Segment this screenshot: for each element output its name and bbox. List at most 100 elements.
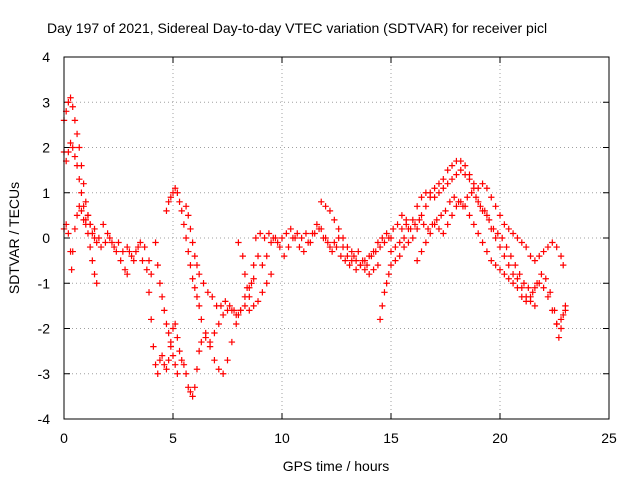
plus-marker xyxy=(405,239,412,246)
plus-marker xyxy=(263,280,270,287)
plus-marker xyxy=(389,225,397,233)
plus-marker xyxy=(383,280,390,287)
plus-marker xyxy=(544,293,552,301)
x-tick-label: 10 xyxy=(274,430,290,446)
plus-marker xyxy=(461,162,469,169)
plus-marker xyxy=(335,225,342,233)
plus-marker xyxy=(492,261,499,269)
plus-marker xyxy=(69,103,76,110)
plus-marker xyxy=(451,194,458,201)
plus-marker xyxy=(185,212,192,219)
plus-marker xyxy=(350,252,358,260)
plus-marker xyxy=(313,221,321,228)
plus-marker xyxy=(73,130,81,138)
y-tick-label: 2 xyxy=(42,140,50,156)
plus-marker xyxy=(67,94,74,101)
plus-marker xyxy=(540,248,547,255)
plus-marker xyxy=(73,162,81,169)
plus-marker xyxy=(435,225,443,233)
plus-marker xyxy=(422,203,430,210)
plus-marker xyxy=(228,338,236,346)
plus-marker xyxy=(553,243,560,251)
plus-marker xyxy=(110,243,118,251)
plus-marker xyxy=(267,271,275,278)
plus-marker xyxy=(309,230,316,237)
plus-marker xyxy=(448,212,456,219)
plus-marker xyxy=(538,271,545,278)
plus-marker xyxy=(435,180,443,187)
plus-marker xyxy=(501,271,508,278)
plus-marker xyxy=(376,316,384,323)
plus-marker xyxy=(241,302,249,310)
plus-marker xyxy=(457,166,464,174)
series-track-5 xyxy=(152,239,181,377)
plus-marker xyxy=(250,302,257,310)
plus-marker xyxy=(352,266,360,273)
plus-marker xyxy=(553,320,560,328)
plus-marker xyxy=(84,212,92,219)
plus-marker xyxy=(518,239,525,246)
plus-marker xyxy=(374,261,382,269)
series-track-11 xyxy=(376,157,539,323)
plus-marker xyxy=(171,185,179,192)
plus-marker xyxy=(195,302,203,310)
plus-marker xyxy=(557,325,565,332)
plus-marker xyxy=(427,189,434,196)
plus-marker xyxy=(78,189,85,196)
plus-marker xyxy=(529,289,536,296)
plus-marker xyxy=(176,347,183,355)
plus-marker xyxy=(250,275,257,282)
plus-marker xyxy=(106,234,113,242)
plus-marker xyxy=(169,352,177,359)
plus-marker xyxy=(424,225,432,233)
plus-marker xyxy=(557,252,565,260)
plus-marker xyxy=(158,352,166,359)
plus-marker xyxy=(420,221,427,228)
plus-marker xyxy=(174,370,181,377)
plus-marker xyxy=(522,298,530,305)
plus-marker xyxy=(466,175,473,183)
plus-marker xyxy=(498,234,506,242)
plus-marker xyxy=(124,271,131,278)
plus-marker xyxy=(145,257,153,264)
plus-marker xyxy=(363,261,371,269)
plus-marker xyxy=(235,239,242,246)
plus-marker xyxy=(100,221,107,228)
plus-marker xyxy=(154,261,161,269)
plus-marker xyxy=(536,280,543,287)
plus-marker xyxy=(339,234,347,242)
plus-marker xyxy=(396,252,403,260)
plus-marker xyxy=(86,243,94,251)
plus-marker xyxy=(514,234,521,242)
plus-marker xyxy=(385,271,393,278)
plus-marker xyxy=(398,212,406,219)
plus-marker xyxy=(182,234,190,242)
plus-marker xyxy=(233,320,240,328)
plus-marker xyxy=(267,239,275,246)
plus-marker xyxy=(331,216,338,224)
plus-marker xyxy=(161,361,168,368)
plus-marker xyxy=(400,243,408,251)
plus-marker xyxy=(326,207,334,215)
plus-marker xyxy=(124,243,131,251)
plus-marker xyxy=(331,239,338,246)
plus-marker xyxy=(396,239,403,246)
plus-marker xyxy=(187,261,194,269)
series-track-9 xyxy=(252,221,395,273)
plus-marker xyxy=(440,185,447,192)
plus-marker xyxy=(134,243,142,251)
plus-marker xyxy=(115,239,122,246)
plus-marker xyxy=(239,252,246,260)
plus-marker xyxy=(304,239,312,246)
plus-marker xyxy=(215,320,222,328)
plus-marker xyxy=(512,261,519,269)
plus-marker xyxy=(483,185,491,192)
plus-marker xyxy=(165,329,172,337)
plus-marker xyxy=(198,338,205,346)
plus-marker xyxy=(156,356,164,364)
plus-marker xyxy=(442,207,449,215)
plus-marker xyxy=(163,320,170,328)
plus-marker xyxy=(418,248,425,255)
plus-marker xyxy=(165,356,172,364)
